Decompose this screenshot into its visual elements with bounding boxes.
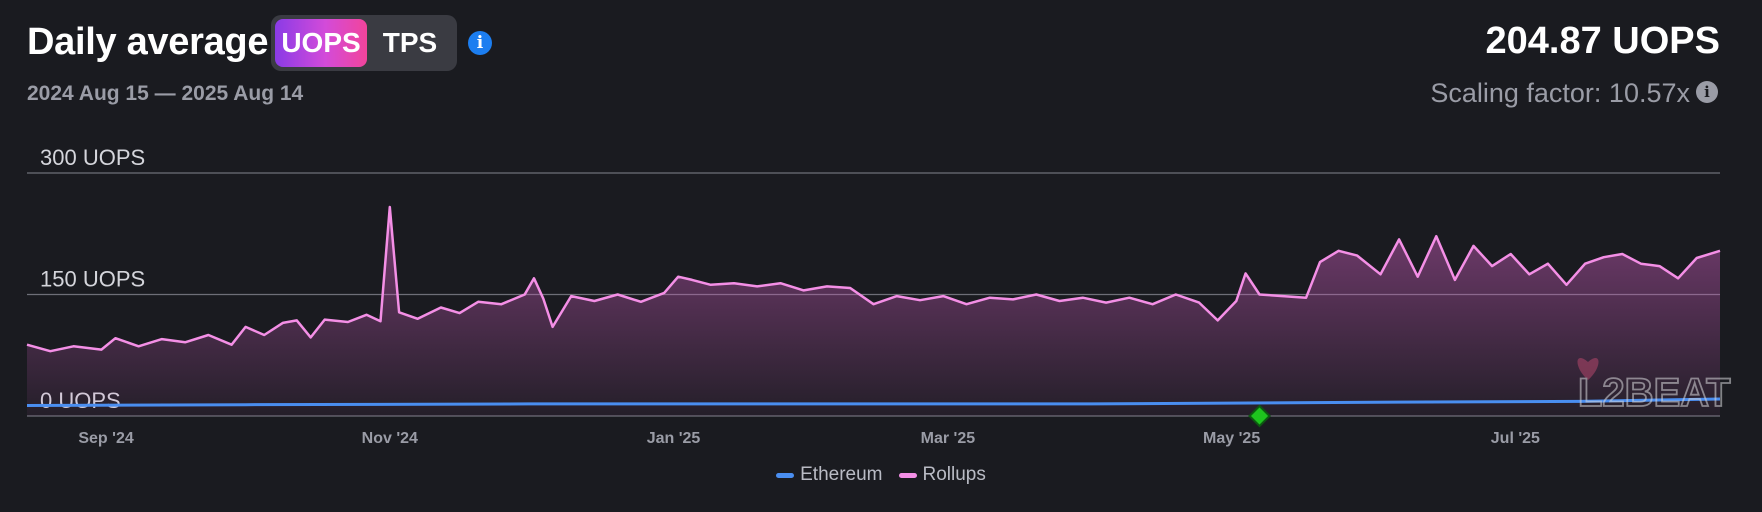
y-tick-label: 150 UOPS — [40, 267, 145, 292]
current-value: 204.87 UOPS — [1485, 20, 1720, 62]
l2beat-watermark: L2BEAT — [1577, 358, 1732, 416]
x-tick-label: Mar '25 — [921, 430, 976, 447]
svg-text:L2BEAT: L2BEAT — [1578, 371, 1731, 415]
x-tick-label: Sep '24 — [78, 430, 133, 447]
x-tick-label: Jul '25 — [1491, 430, 1540, 447]
x-tick-label: Jan '25 — [647, 430, 701, 447]
scaling-info-icon[interactable]: i — [1696, 81, 1718, 103]
legend: Ethereum Rollups — [0, 464, 1762, 486]
x-tick-label: May '25 — [1203, 430, 1260, 447]
event-marker[interactable] — [1248, 404, 1271, 428]
legend-item-rollups[interactable]: Rollups — [898, 464, 986, 486]
rollups-area — [27, 207, 1720, 416]
heart-icon — [1577, 358, 1599, 380]
rollups-line — [26, 205, 1721, 353]
rollups-swatch — [898, 472, 917, 478]
ethereum-swatch — [776, 472, 795, 478]
legend-item-ethereum[interactable]: Ethereum — [776, 464, 883, 486]
info-icon[interactable]: i — [468, 31, 492, 55]
x-tick-label: Nov '24 — [362, 430, 418, 447]
tps-toggle-button[interactable]: TPS — [382, 27, 438, 58]
legend-label-ethereum: Ethereum — [800, 464, 883, 485]
y-tick-label: 300 UOPS — [40, 145, 145, 170]
scaling-factor: Scaling factor: 10.57x — [1430, 78, 1690, 108]
chart-title: Daily average — [27, 21, 269, 63]
metric-toggle: UOPS TPS — [271, 15, 457, 71]
ethereum-line — [26, 397, 1721, 407]
date-range: 2024 Aug 15 — 2025 Aug 14 — [27, 82, 304, 105]
uops-toggle-button[interactable]: UOPS — [275, 19, 367, 67]
legend-label-rollups: Rollups — [922, 464, 986, 485]
